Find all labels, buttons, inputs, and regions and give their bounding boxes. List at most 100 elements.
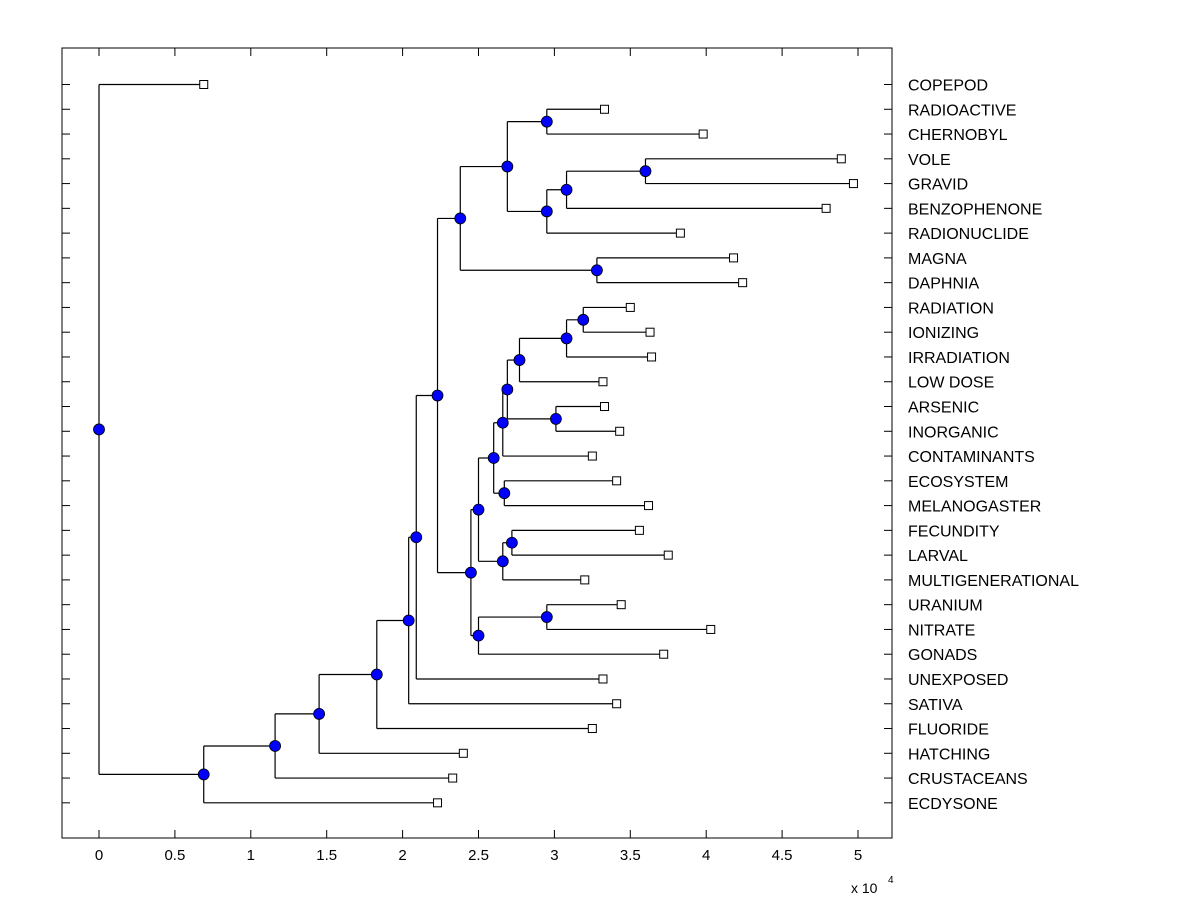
leaf-label: INORGANIC: [908, 424, 999, 441]
x-tick-label: 2.5: [468, 847, 489, 864]
x-tick-label: 0.5: [164, 847, 185, 864]
leaf-marker: [598, 674, 608, 684]
leaf-label: URANIUM: [908, 598, 983, 615]
plot-frame: [61, 47, 893, 839]
leaf-label: CONTAMINANTS: [908, 449, 1035, 466]
leaf-marker: [821, 203, 831, 213]
cluster-node: [496, 555, 509, 568]
cluster-node: [472, 503, 485, 516]
leaf-marker: [580, 575, 590, 585]
cluster-node: [465, 566, 477, 579]
leaf-marker: [659, 649, 669, 659]
leaf-marker: [634, 525, 644, 535]
leaf-marker: [599, 104, 609, 114]
leaf-label: MAGNA: [908, 251, 967, 268]
leaf-marker: [599, 402, 609, 412]
leaf-marker: [647, 352, 657, 362]
cluster-node: [472, 629, 485, 642]
leaf-label: VOLE: [908, 152, 951, 169]
cluster-node: [639, 165, 652, 178]
cluster-node: [505, 536, 518, 549]
x-multiplier-label: x 10: [851, 880, 878, 896]
leaf-label: BENZOPHENONE: [908, 201, 1042, 218]
x-tick-label: 5: [854, 847, 862, 864]
cluster-node: [93, 423, 105, 436]
leaf-label: HATCHING: [908, 746, 990, 763]
leaf-label: CRUSTACEANS: [908, 771, 1028, 788]
cluster-node: [591, 264, 603, 277]
cluster-node: [410, 531, 423, 544]
leaf-label: ARSENIC: [908, 400, 979, 417]
leaf-label: LOW DOSE: [908, 375, 994, 392]
leaf-label: FECUNDITY: [908, 523, 1000, 540]
cluster-node: [431, 389, 444, 402]
cluster-node: [550, 412, 562, 425]
tree-links: [98, 83, 854, 804]
leaf-label: ECDYSONE: [908, 796, 998, 813]
leaf-marker: [836, 154, 846, 164]
leaf-label: COPEPOD: [908, 78, 988, 95]
leaf-label: IONIZING: [908, 325, 979, 342]
leaf-label: RADIATION: [908, 300, 994, 317]
x-tick-label: 4.5: [772, 847, 793, 864]
leaf-label: MELANOGASTER: [908, 499, 1041, 516]
cluster-node: [501, 160, 514, 173]
cluster-node: [313, 708, 326, 720]
cluster-node: [487, 452, 500, 464]
leaf-marker: [848, 179, 858, 189]
leaf-markers: [199, 80, 858, 808]
leaf-label: NITRATE: [908, 622, 975, 639]
cluster-node: [370, 668, 383, 681]
leaf-label: CHERNOBYL: [908, 127, 1008, 144]
leaf-marker: [663, 550, 673, 560]
leaf-label: RADIOACTIVE: [908, 102, 1016, 119]
leaf-marker: [625, 302, 635, 312]
cluster-node: [540, 611, 553, 623]
x-tick-label: 3: [550, 847, 558, 864]
x-tick-label: 4: [702, 847, 710, 864]
leaf-marker: [675, 228, 685, 238]
leaf-marker: [612, 476, 622, 486]
leaf-label: MULTIGENERATIONAL: [908, 573, 1079, 590]
leaf-marker: [698, 129, 708, 139]
leaf-label: DAPHNIA: [908, 276, 979, 293]
cluster-node: [501, 383, 514, 396]
leaf-label: GONADS: [908, 647, 977, 664]
leaf-labels: COPEPOD RADIOACTIVE CHERNOBYL VOLE GRAVID BEN…: [908, 78, 1079, 813]
cluster-node: [197, 768, 210, 781]
cluster-node: [269, 740, 281, 752]
cluster-node: [560, 332, 573, 345]
x-tick-label: 1: [247, 847, 255, 864]
x-tick-label: 0: [95, 847, 103, 864]
leaf-marker: [738, 278, 748, 288]
leaf-marker: [612, 699, 622, 709]
cluster-node: [540, 115, 553, 128]
cluster-node: [577, 313, 590, 326]
cluster-node: [540, 205, 553, 218]
leaf-marker: [729, 253, 739, 263]
leaf-label: ECOSYSTEM: [908, 474, 1008, 491]
internal-nodes: [93, 115, 652, 781]
leaf-label: GRAVID: [908, 177, 968, 194]
leaf-marker: [448, 773, 458, 783]
leaf-marker: [706, 624, 716, 634]
x-tick-label: 2: [398, 847, 406, 864]
leaf-marker: [615, 426, 625, 436]
leaf-marker: [433, 798, 443, 808]
leaf-label: LARVAL: [908, 548, 968, 565]
leaf-label: IRRADIATION: [908, 350, 1010, 367]
cluster-node: [513, 354, 526, 366]
leaf-marker: [587, 451, 597, 461]
leaf-marker: [616, 600, 626, 610]
cluster-node: [560, 183, 573, 196]
leaf-label: SATIVA: [908, 697, 963, 714]
leaf-label: UNEXPOSED: [908, 672, 1008, 689]
leaf-marker: [644, 501, 654, 511]
cluster-node: [454, 212, 467, 225]
cluster-node: [498, 487, 511, 500]
leaf-marker: [598, 377, 608, 387]
x-tick-label: 3.5: [620, 847, 641, 864]
axis-ticks: 0 0.5 1 1.5 2 2.5 3 3.5 4 4.5 5: [62, 48, 892, 864]
cluster-node: [496, 416, 509, 429]
